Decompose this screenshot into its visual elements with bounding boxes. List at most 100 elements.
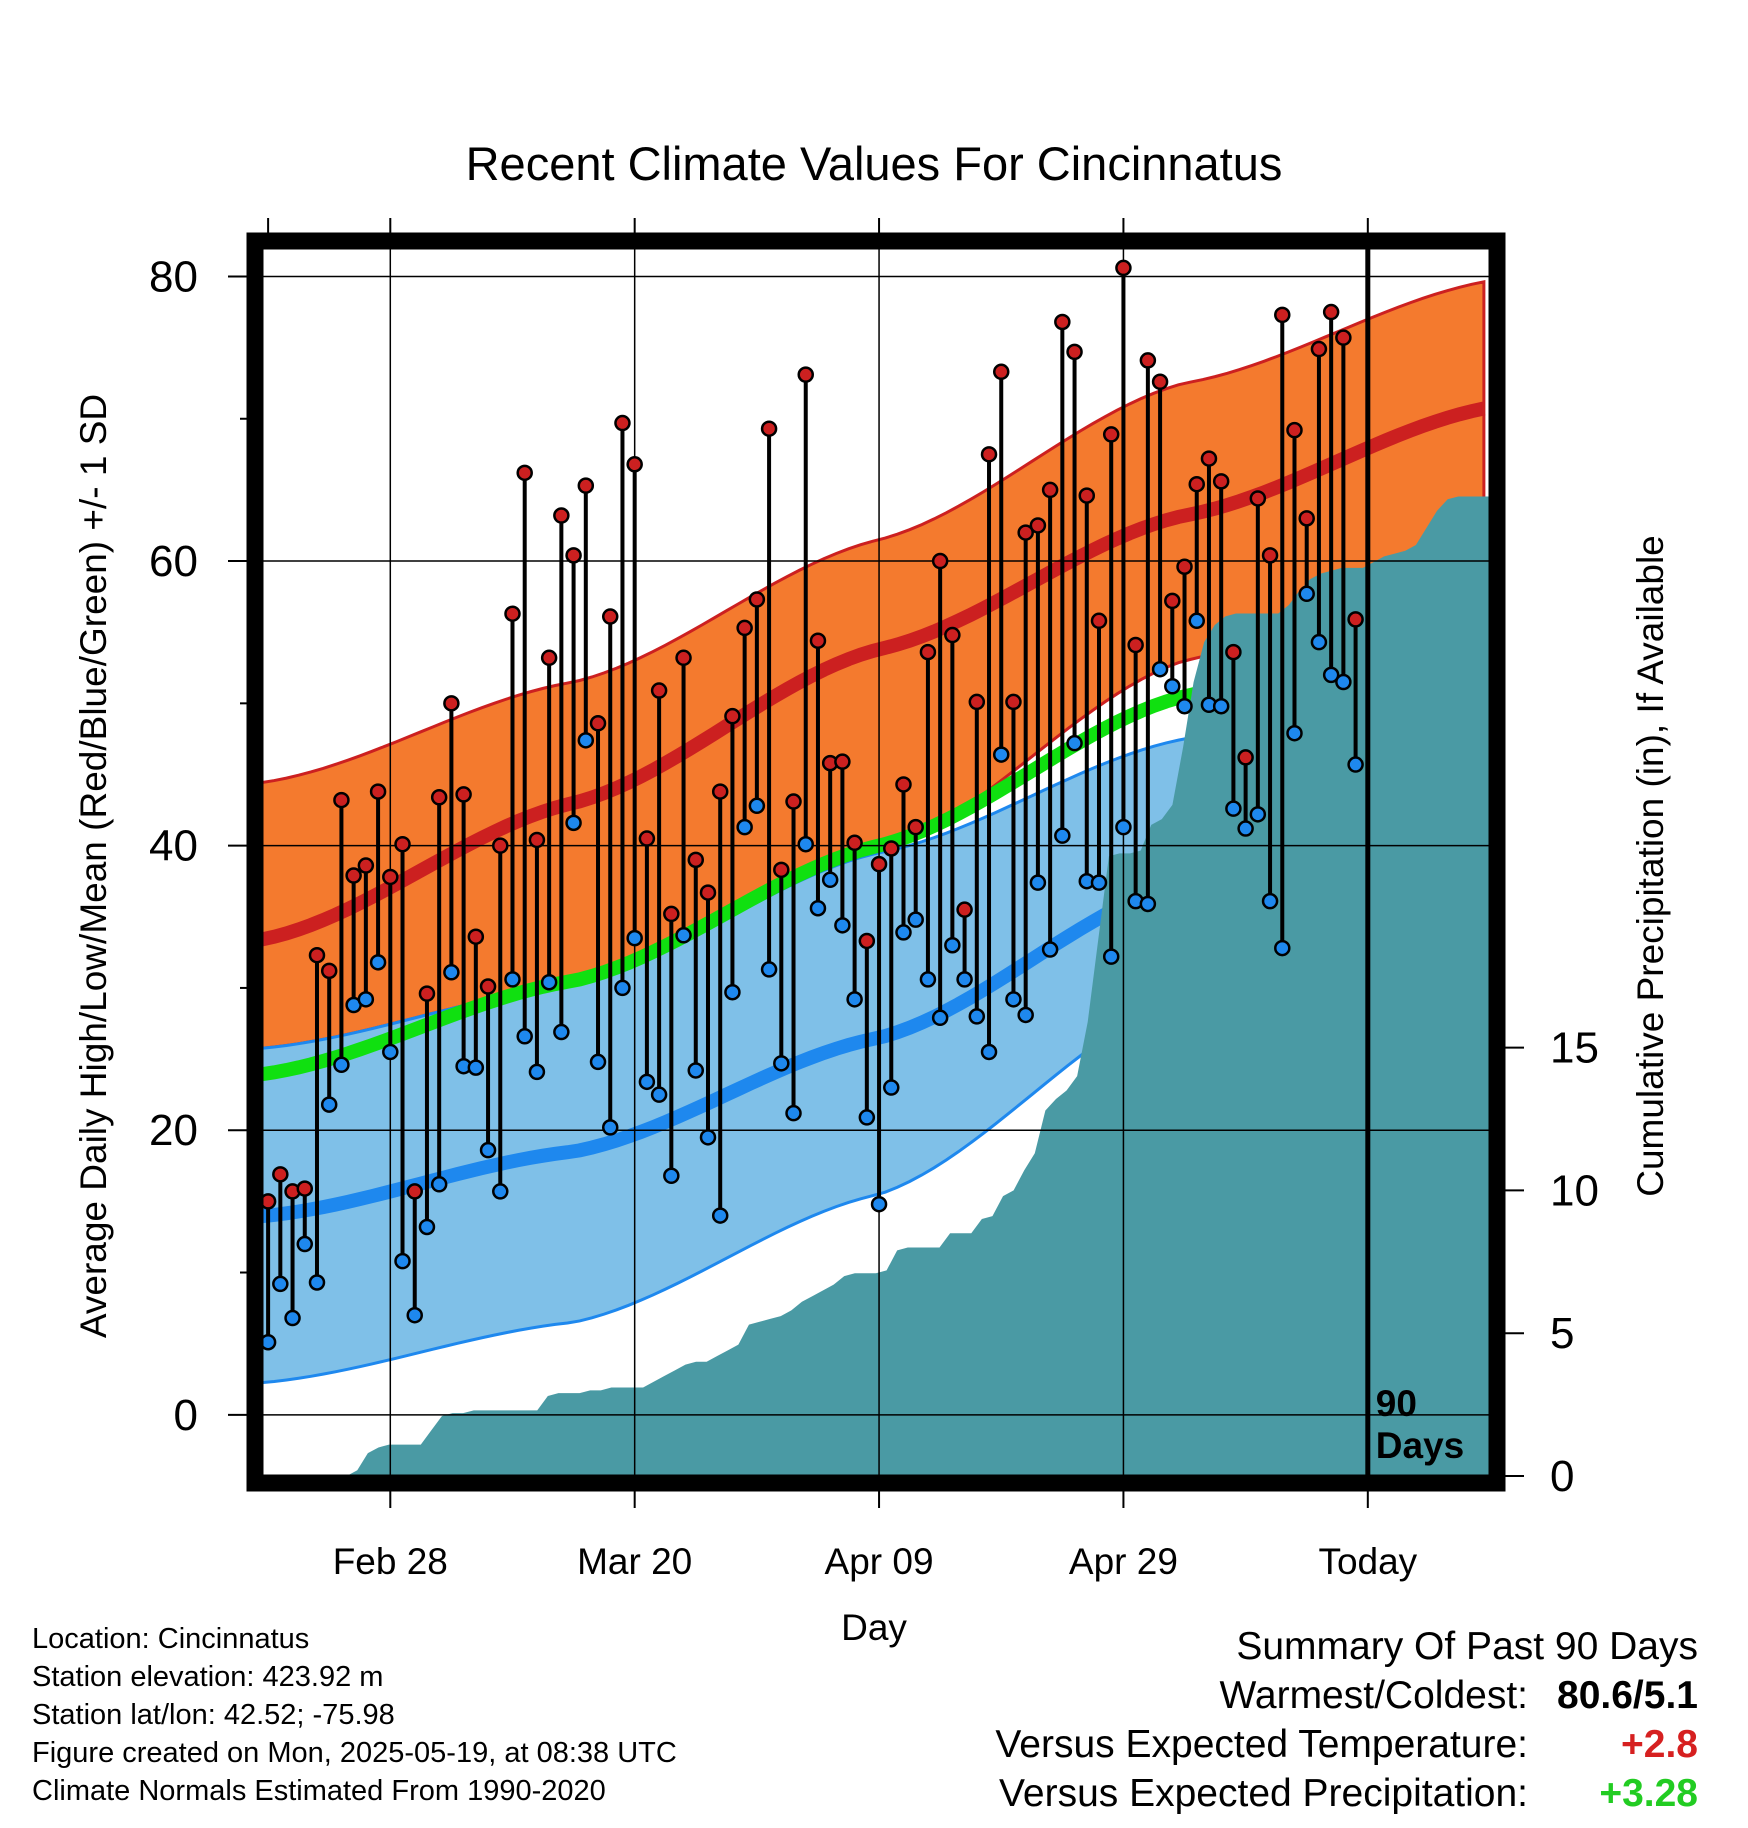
precip-cumulative-area [262,496,1490,1476]
low-point [1188,612,1205,630]
high-point [895,776,912,793]
low-point [650,1086,668,1103]
low-point [320,1096,338,1113]
high-point [443,695,460,712]
low-point [1225,800,1242,817]
high-point [1139,352,1157,369]
high-point [1347,611,1364,628]
plot-frame [246,232,1506,1492]
high-point [1054,313,1071,331]
high-point [1225,643,1242,661]
high-point [956,901,973,918]
high-point [1164,592,1181,610]
today-days-label: Days [1376,1425,1464,1466]
high-point [1151,373,1169,391]
low-point [821,871,839,889]
high-point [1115,259,1132,277]
chart-title: Recent Climate Values For Cincinnatus [466,137,1283,190]
daily-points [262,259,1364,1351]
y-tick-label: 60 [149,537,198,586]
high-point [687,851,705,869]
y2-tick-label: 5 [1550,1309,1574,1358]
y2-tick-label: 15 [1550,1024,1599,1073]
high-point [479,978,497,995]
high-point [455,786,472,803]
high-point [1176,558,1193,575]
high-point [382,868,399,886]
low-point [369,954,387,971]
x-tick-label: Today [1318,1541,1417,1582]
low-point [846,991,863,1008]
low-point [834,917,851,934]
high-point [736,619,753,637]
high-point [760,420,778,437]
high-point [418,985,436,1002]
high-point [663,905,680,923]
high-point [1249,490,1267,507]
low-point [1310,633,1328,651]
high-point [1212,473,1230,490]
high-point [1322,303,1340,321]
temp-anomaly-value: +2.8 [1621,1723,1698,1766]
low-point [699,1129,717,1146]
high-point [1310,340,1328,358]
y2-axis-title: Cumulative Precipitation (in), If Availa… [1630,535,1671,1197]
high-point [797,366,814,383]
high-point [1261,547,1279,564]
low-point [638,1073,656,1091]
low-point [467,1059,485,1076]
high-point [614,414,631,432]
high-point [773,861,790,879]
high-point [333,791,350,809]
low-point [406,1306,423,1324]
high-point [369,783,387,800]
y-axis-title: Average Daily High/Low/Mean (Red/Blue/Gr… [73,394,114,1338]
summary-heading: Summary Of Past 90 Days [1236,1625,1698,1668]
low-point [1176,697,1193,715]
low-point [1286,724,1303,742]
created-text: Figure created on Mon, 2025-05-19, at 08… [32,1737,677,1769]
high-point [296,1180,314,1197]
high-point [711,783,729,800]
low-point [626,929,643,947]
high-point [516,464,533,482]
high-point [589,715,607,732]
low-point [944,936,961,954]
low-point [601,1119,619,1136]
high-point [1237,749,1254,766]
low-point [931,1009,949,1027]
precip-anomaly-row: Versus Expected Precipitation: +3.28 [995,1769,1698,1818]
precip-area [262,496,1490,1476]
high-point [907,818,924,836]
station-info: Location: Cincinnatus Station elevation:… [32,1620,677,1810]
low-point [589,1053,607,1071]
low-point [1090,874,1108,891]
high-point [919,643,937,661]
low-point [1017,1006,1034,1024]
high-point [601,608,619,625]
high-point [394,835,411,853]
precip-anomaly-label: Versus Expected Precipitation: [999,1772,1528,1815]
y-tick-label: 80 [149,252,198,301]
high-point [1286,421,1303,439]
high-point [553,507,570,524]
high-point [357,857,375,874]
high-point [504,605,521,622]
temp-anomaly-row: Versus Expected Temperature: +2.8 [995,1720,1698,1769]
low-point [540,973,558,991]
high-point [1274,306,1291,324]
low-point [443,964,460,981]
low-point [1054,827,1071,844]
warmest-coldest-row: Warmest/Coldest: 80.6/5.1 [995,1671,1698,1720]
daily-stems [266,267,1358,1343]
low-point [675,927,692,944]
high-point [858,932,876,950]
low-point [394,1252,411,1270]
low-point [430,1176,448,1193]
low-point [565,814,582,832]
warmest-coldest-value: 80.6/5.1 [1557,1674,1698,1717]
low-point [553,1023,570,1041]
low-point [858,1109,876,1126]
normals-text: Climate Normals Estimated From 1990-2020 [32,1775,606,1807]
low-point [773,1055,790,1072]
